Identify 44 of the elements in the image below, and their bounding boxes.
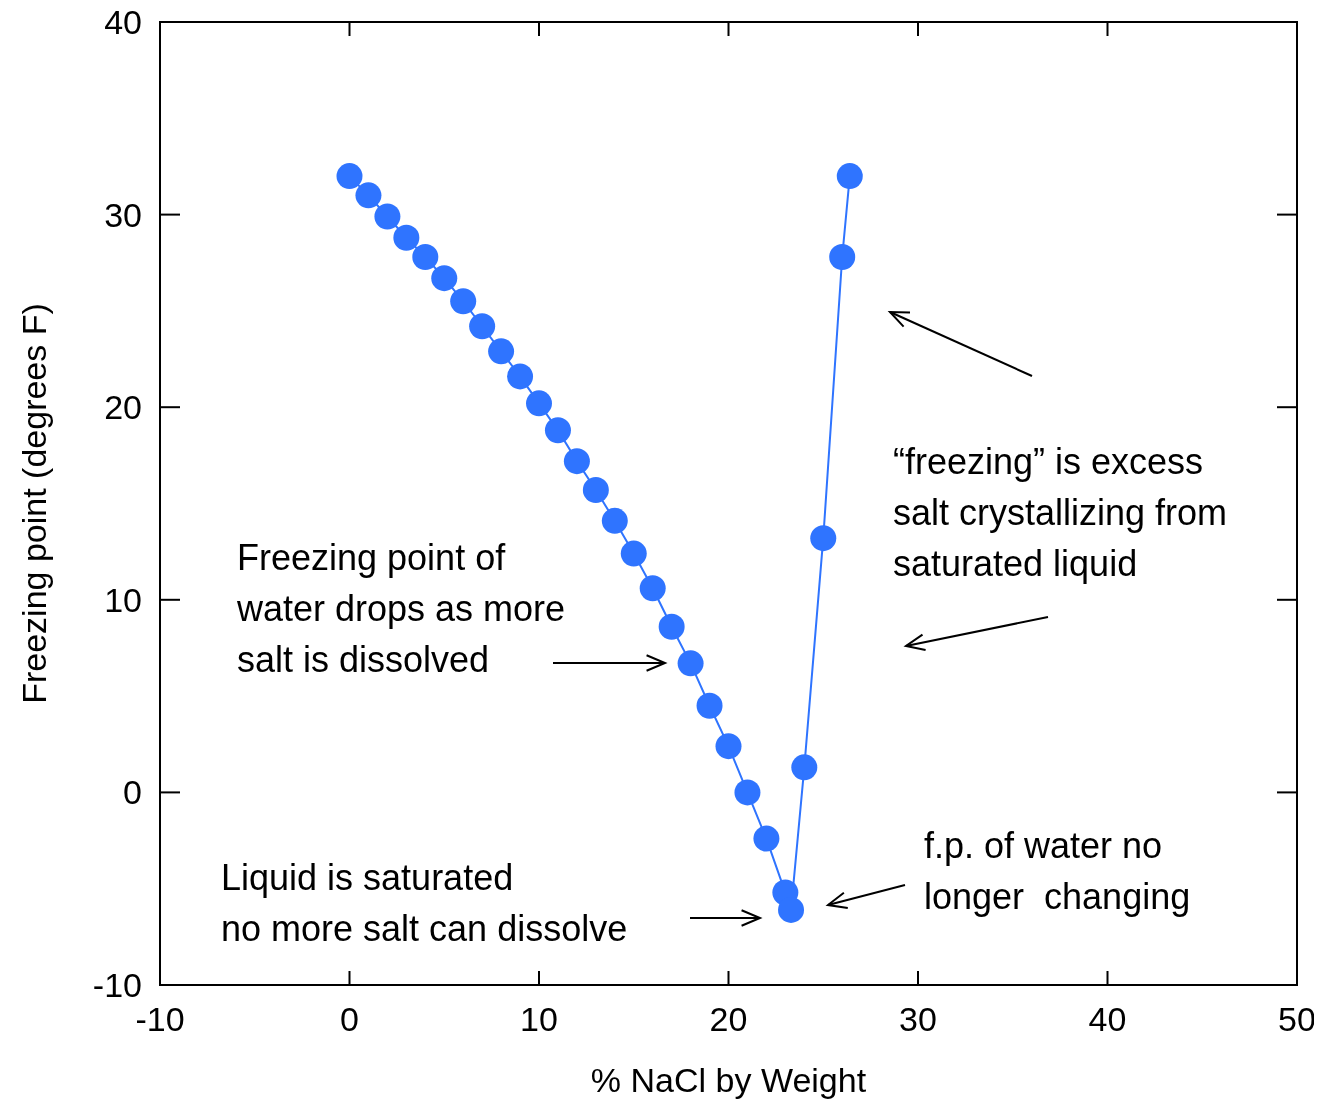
y-tick-label: 30 bbox=[104, 195, 142, 234]
point bbox=[601, 507, 628, 534]
point bbox=[582, 477, 609, 504]
point bbox=[753, 825, 780, 852]
point bbox=[431, 265, 458, 292]
point bbox=[355, 182, 382, 209]
point bbox=[639, 575, 666, 602]
point bbox=[450, 288, 477, 315]
point bbox=[677, 650, 704, 677]
y-tick-label: 40 bbox=[104, 3, 142, 42]
point bbox=[810, 525, 837, 552]
x-tick-label: 20 bbox=[709, 1000, 748, 1039]
point bbox=[836, 163, 863, 190]
annotation: Freezing point of water drops as more salt is dissolved bbox=[236, 537, 566, 680]
point bbox=[412, 243, 439, 270]
point bbox=[488, 338, 515, 365]
point bbox=[544, 417, 571, 444]
point bbox=[563, 448, 590, 475]
point bbox=[829, 243, 856, 270]
point bbox=[791, 754, 818, 781]
x-tick-label: 40 bbox=[1088, 1000, 1127, 1039]
point bbox=[778, 896, 805, 923]
x-tick-label: 0 bbox=[340, 1000, 359, 1039]
point bbox=[469, 313, 496, 340]
point bbox=[715, 733, 742, 760]
point bbox=[526, 390, 552, 417]
point bbox=[393, 224, 420, 251]
x-tick-label: 30 bbox=[899, 1000, 937, 1039]
annotation: Liquid is saturated no more salt can dissolve bbox=[221, 857, 628, 949]
annotation: “freezing” is excess salt crystallizing from saturated liquid bbox=[893, 441, 1228, 584]
point bbox=[696, 692, 723, 719]
point bbox=[734, 779, 761, 806]
point bbox=[658, 613, 685, 640]
x-tick-label: 10 bbox=[520, 1000, 558, 1039]
point bbox=[374, 203, 401, 230]
y-axis-title: Freezing point (degrees F) bbox=[15, 303, 53, 704]
y-tick-label: 20 bbox=[104, 388, 142, 427]
point bbox=[507, 363, 534, 390]
x-axis-title: % NaCl by Weight bbox=[590, 1061, 867, 1099]
point bbox=[620, 540, 647, 567]
y-tick-label: 10 bbox=[104, 580, 142, 619]
annotation: f.p. of water no longer changing bbox=[924, 825, 1191, 917]
y-tick-label: 0 bbox=[123, 773, 142, 812]
point bbox=[336, 163, 363, 190]
